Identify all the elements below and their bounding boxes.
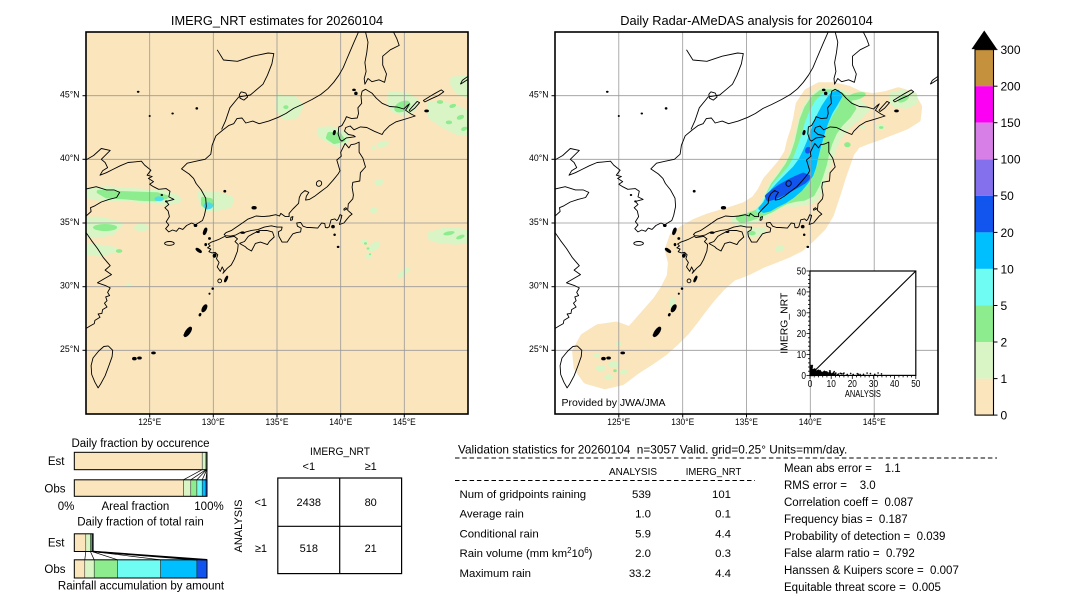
svg-text:IMERG_NRT estimates for 202601: IMERG_NRT estimates for 20260104 [171,13,383,28]
svg-text:130°E: 130°E [671,417,694,428]
svg-text:10: 10 [1001,262,1015,276]
svg-text:140°E: 140°E [329,417,352,428]
svg-text:100: 100 [1001,153,1021,167]
svg-text:ANALYSIS: ANALYSIS [609,467,657,478]
svg-text:33.2: 33.2 [629,568,651,580]
svg-text:40°N: 40°N [529,153,549,164]
svg-text:40: 40 [890,379,900,390]
svg-text:2: 2 [1001,335,1008,349]
svg-text:125°E: 125°E [138,417,161,428]
svg-text:30°N: 30°N [60,281,80,292]
svg-text:1: 1 [1001,372,1008,386]
svg-text:IMERG_NRT: IMERG_NRT [686,467,742,478]
svg-text:21: 21 [365,543,377,555]
svg-text:0: 0 [801,371,806,382]
svg-text:<1: <1 [254,497,267,509]
svg-text:125°E: 125°E [607,417,630,428]
svg-text:45°N: 45°N [60,90,80,101]
svg-text:0: 0 [808,379,813,390]
svg-text:45°N: 45°N [529,90,549,101]
svg-text:35°N: 35°N [60,217,80,228]
svg-text:40: 40 [797,287,807,298]
svg-text:Num of gridpoints raining: Num of gridpoints raining [460,489,587,501]
svg-text:Maximum rain: Maximum rain [460,568,532,580]
svg-text:Rain volume (mm km2106): Rain volume (mm km2106) [460,546,593,560]
svg-text:Average rain: Average rain [460,509,524,521]
svg-text:100%: 100% [194,501,223,513]
svg-text:135°E: 135°E [266,417,289,428]
svg-text:101: 101 [712,489,731,501]
svg-text:145°E: 145°E [863,417,886,428]
svg-text:10: 10 [827,379,837,390]
svg-text:300: 300 [1001,43,1021,57]
svg-text:ANALYSIS: ANALYSIS [845,389,881,400]
svg-text:50: 50 [1001,189,1015,203]
svg-text:Areal fraction: Areal fraction [102,501,170,513]
svg-text:Validation statistics for 2026: Validation statistics for 20260104 n=305… [458,443,847,457]
svg-text:Rainfall accumulation by amoun: Rainfall accumulation by amount [58,581,225,593]
svg-text:140°E: 140°E [799,417,822,428]
svg-text:25°N: 25°N [529,344,549,355]
svg-text:145°E: 145°E [393,417,416,428]
svg-text:2.0: 2.0 [635,548,651,560]
svg-text:30: 30 [869,379,879,390]
svg-text:20: 20 [848,379,858,390]
svg-text:35°N: 35°N [529,217,549,228]
svg-text:Hanssen & Kuipers score = 0.0: Hanssen & Kuipers score = 0.007 [784,565,959,577]
svg-text:≥1: ≥1 [255,543,267,555]
svg-text:135°E: 135°E [735,417,758,428]
svg-text:0.3: 0.3 [715,548,731,560]
svg-text:539: 539 [632,489,651,501]
svg-text:Obs: Obs [44,564,65,576]
svg-text:Correlation coeff = 0.087: Correlation coeff = 0.087 [784,497,913,509]
svg-text:50: 50 [797,267,807,278]
svg-text:50: 50 [911,379,921,390]
svg-text:30: 30 [797,308,807,319]
svg-text:150: 150 [1001,116,1021,130]
svg-text:5.9: 5.9 [635,528,651,540]
svg-text:Conditional rain: Conditional rain [460,528,539,540]
svg-text:80: 80 [365,497,377,509]
svg-text:0: 0 [1001,409,1008,423]
svg-text:Daily Radar-AMeDAS analysis fo: Daily Radar-AMeDAS analysis for 20260104 [620,13,873,28]
svg-text:5: 5 [1001,299,1008,313]
svg-text:Est: Est [48,538,65,550]
svg-text:2438: 2438 [297,497,321,509]
svg-text:200: 200 [1001,80,1021,94]
svg-text:20: 20 [1001,226,1015,240]
svg-text:Frequency bias = 0.187: Frequency bias = 0.187 [784,514,908,526]
svg-text:0.1: 0.1 [715,509,731,521]
svg-text:Mean abs error = 1.1: Mean abs error = 1.1 [784,463,901,475]
svg-text:130°E: 130°E [202,417,225,428]
svg-text:30°N: 30°N [529,281,549,292]
svg-text:20: 20 [797,329,807,340]
svg-text:Obs: Obs [44,484,65,496]
svg-text:25°N: 25°N [60,344,80,355]
svg-text:ANALYSIS: ANALYSIS [233,500,245,553]
svg-text:Provided by JWA/JMA: Provided by JWA/JMA [562,397,666,409]
svg-text:Daily fraction by occurence: Daily fraction by occurence [71,438,209,450]
svg-text:Daily fraction of total rain: Daily fraction of total rain [77,517,204,529]
svg-text:518: 518 [300,543,318,555]
svg-text:False alarm ratio = 0.792: False alarm ratio = 0.792 [784,548,915,560]
svg-text:IMERG_NRT: IMERG_NRT [310,446,370,458]
svg-text:Probability of detection = 0.: Probability of detection = 0.039 [784,531,945,543]
svg-text:40°N: 40°N [60,153,80,164]
svg-text:<1: <1 [303,461,316,473]
svg-text:IMERG_NRT: IMERG_NRT [780,293,791,354]
svg-text:10: 10 [797,350,807,361]
svg-text:4.4: 4.4 [715,528,731,540]
svg-text:4.4: 4.4 [715,568,731,580]
svg-text:0%: 0% [58,501,75,513]
svg-text:≥1: ≥1 [365,461,377,473]
svg-text:Est: Est [48,456,65,468]
svg-text:Equitable threat score = 0.00: Equitable threat score = 0.005 [784,582,941,594]
svg-text:1.0: 1.0 [635,509,651,521]
svg-text:RMS error = 3.0: RMS error = 3.0 [784,480,876,492]
